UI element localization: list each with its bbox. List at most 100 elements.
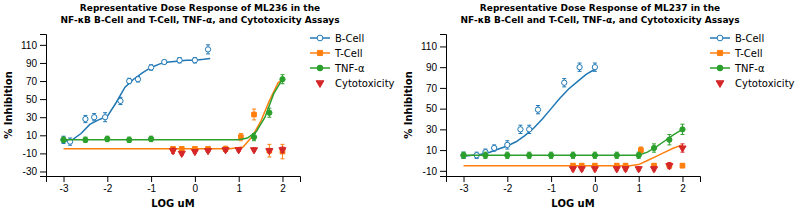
fit-curve xyxy=(64,79,283,149)
fit-curve xyxy=(64,79,283,140)
x-axis: -3-2-1012 xyxy=(447,176,701,194)
legend-label: B-Cell xyxy=(335,33,364,44)
error-bar xyxy=(127,137,131,142)
plot-area: -3-2-1012-30-101030507090110LOG uM% Inhi… xyxy=(3,33,395,210)
point xyxy=(483,153,488,158)
error-bar xyxy=(252,133,256,140)
error-bar xyxy=(680,124,684,134)
x-tick-line xyxy=(639,176,640,182)
x-tick: -2 xyxy=(103,176,112,194)
legend: B-CellT-CellTNF-αCytotoxicity xyxy=(310,33,395,89)
y-tick-line xyxy=(440,88,446,89)
x-tick: 0 xyxy=(193,176,199,194)
y-tick: 70 xyxy=(26,76,46,87)
x-tick-line xyxy=(595,176,596,182)
y-tick-label: -30 xyxy=(23,166,38,177)
legend-symbol xyxy=(317,50,322,55)
error-bar xyxy=(505,141,509,149)
error-bar xyxy=(136,77,140,82)
error-bar xyxy=(637,152,641,158)
x-tick-line xyxy=(107,176,108,182)
marks xyxy=(61,45,286,159)
legend-symbol xyxy=(317,35,323,41)
error-bar xyxy=(549,152,553,158)
y-tick: 30 xyxy=(426,124,446,135)
error-bar xyxy=(180,147,184,151)
point xyxy=(92,115,97,120)
legend-item: TNF-α xyxy=(710,63,765,74)
legend: B-CellT-CellTNF-αCytotoxicity xyxy=(710,33,795,89)
y-tick-line xyxy=(440,129,446,130)
title: Representative Dose Response of ML236 in… xyxy=(61,3,340,25)
legend-label: TNF-α xyxy=(734,63,765,74)
point xyxy=(492,145,497,150)
x-tick-label: 2 xyxy=(680,183,686,194)
legend-item: TNF-α xyxy=(310,63,365,74)
y-tick: 10 xyxy=(426,145,446,156)
series xyxy=(64,79,285,159)
y-tick: 110 xyxy=(421,41,446,52)
error-bar xyxy=(162,60,166,64)
y-tick-label: 110 xyxy=(21,40,37,51)
y-tick-label: 90 xyxy=(426,62,438,73)
y-tick-line xyxy=(40,45,46,46)
y-tick-line xyxy=(440,109,446,110)
y-tick-line xyxy=(440,46,446,47)
legend-label: B-Cell xyxy=(735,33,764,44)
point xyxy=(251,134,256,139)
y-tick-line xyxy=(40,135,46,136)
error-bar xyxy=(92,114,96,121)
x-tick: 1 xyxy=(236,176,242,194)
point xyxy=(148,136,153,141)
x-tick-label: 1 xyxy=(236,183,242,194)
series xyxy=(61,75,285,143)
series xyxy=(169,147,286,157)
x-tick: -1 xyxy=(547,176,556,194)
y-tick: 110 xyxy=(21,40,46,51)
x-tick: 0 xyxy=(593,176,599,194)
point xyxy=(650,167,657,173)
y-axis-title: % Inhibition xyxy=(403,71,414,139)
point xyxy=(680,163,685,168)
y-tick-label: -10 xyxy=(423,166,438,177)
x-tick-label: -3 xyxy=(460,183,469,194)
point xyxy=(162,59,167,64)
error-bar xyxy=(118,97,122,104)
point xyxy=(83,116,88,121)
error-bar xyxy=(83,115,87,122)
point xyxy=(667,137,672,142)
error-bar xyxy=(149,136,153,141)
point xyxy=(266,149,273,155)
error-bar xyxy=(505,152,509,158)
x-tick: -2 xyxy=(503,176,512,194)
point xyxy=(83,137,88,142)
y-tick-label: 110 xyxy=(421,41,437,52)
point xyxy=(666,164,673,170)
point xyxy=(135,77,140,82)
point xyxy=(235,148,242,154)
panel: Representative Dose Response of ML236 in… xyxy=(3,3,395,209)
point xyxy=(267,110,272,115)
y-tick-line xyxy=(40,117,46,118)
error-bar xyxy=(280,75,284,84)
title-line: NF-κB B-Cell and T-Cell, TNF-α, and Cyto… xyxy=(61,15,340,25)
point xyxy=(562,80,567,85)
y-tick-label: 70 xyxy=(426,83,438,94)
point xyxy=(578,167,585,173)
point xyxy=(461,153,466,158)
point xyxy=(570,153,575,158)
legend-symbol xyxy=(717,35,723,41)
point xyxy=(205,47,210,52)
x-axis: -3-2-1012 xyxy=(47,176,301,194)
plot-area: -3-2-1012-101030507090110LOG uM% Inhibit… xyxy=(403,33,795,210)
point xyxy=(177,58,182,63)
point xyxy=(204,149,211,155)
point xyxy=(250,148,257,154)
title: Representative Dose Response of ML237 in… xyxy=(461,3,740,25)
marks xyxy=(461,63,686,173)
error-bar xyxy=(562,79,566,87)
fit-curve xyxy=(464,69,595,156)
point xyxy=(569,167,576,173)
point xyxy=(548,153,553,158)
legend-symbol xyxy=(717,50,722,55)
